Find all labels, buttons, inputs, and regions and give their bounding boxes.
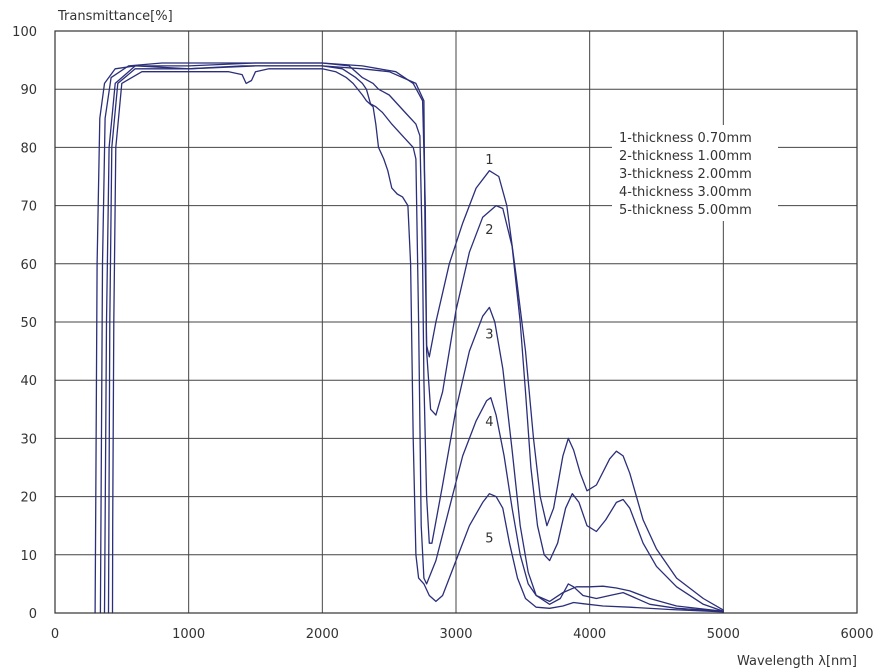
legend-entry: 4-thickness 3.00mm <box>619 185 752 200</box>
y-tick-labels: 0 10 20 30 40 50 60 70 80 90 100 <box>12 25 37 622</box>
series-line-4 <box>107 65 724 614</box>
y-tick-label: 100 <box>12 25 37 40</box>
y-tick-label: 10 <box>20 549 37 564</box>
x-tick-label: 0 <box>51 627 59 642</box>
curve-label-5: 5 <box>485 531 493 546</box>
curve-label-3: 3 <box>485 328 493 343</box>
x-tick-label: 3000 <box>439 627 472 642</box>
y-tick-label: 40 <box>20 374 37 389</box>
plot-frame <box>54 30 858 614</box>
x-axis-title: Wavelength λ[nm] <box>737 654 857 669</box>
y-tick-label: 70 <box>20 200 37 215</box>
legend-entry: 2-thickness 1.00mm <box>619 149 752 164</box>
legend-entry: 3-thickness 2.00mm <box>619 167 752 182</box>
y-tick-label: 30 <box>20 432 37 447</box>
x-tick-label: 1000 <box>172 627 205 642</box>
curve-label-4: 4 <box>485 415 493 430</box>
y-axis-title: Transmittance[%] <box>57 9 173 24</box>
legend: 1-thickness 0.70mm 2-thickness 1.00mm 3-th… <box>612 125 778 221</box>
grid-lines <box>54 30 858 614</box>
x-tick-label: 2000 <box>306 627 339 642</box>
series-line-3 <box>103 62 724 614</box>
curve-labels: 1 2 3 4 5 <box>485 153 493 546</box>
x-tick-labels: 0 1000 2000 3000 4000 5000 6000 <box>51 627 874 642</box>
legend-box <box>612 125 778 221</box>
y-tick-label: 0 <box>29 607 37 622</box>
curve-label-2: 2 <box>485 223 493 238</box>
curve-label-1: 1 <box>485 153 493 168</box>
legend-entry: 5-thickness 5.00mm <box>619 203 752 218</box>
legend-entry: 1-thickness 0.70mm <box>619 131 752 146</box>
y-tick-label: 80 <box>20 141 37 156</box>
y-tick-label: 90 <box>20 83 37 98</box>
y-tick-label: 60 <box>20 258 37 273</box>
x-tick-label: 6000 <box>840 627 873 642</box>
series-line-5 <box>111 68 724 614</box>
x-tick-label: 4000 <box>573 627 606 642</box>
y-tick-label: 20 <box>20 491 37 506</box>
series-lines <box>94 62 724 614</box>
y-tick-label: 50 <box>20 316 37 331</box>
x-tick-label: 5000 <box>707 627 740 642</box>
